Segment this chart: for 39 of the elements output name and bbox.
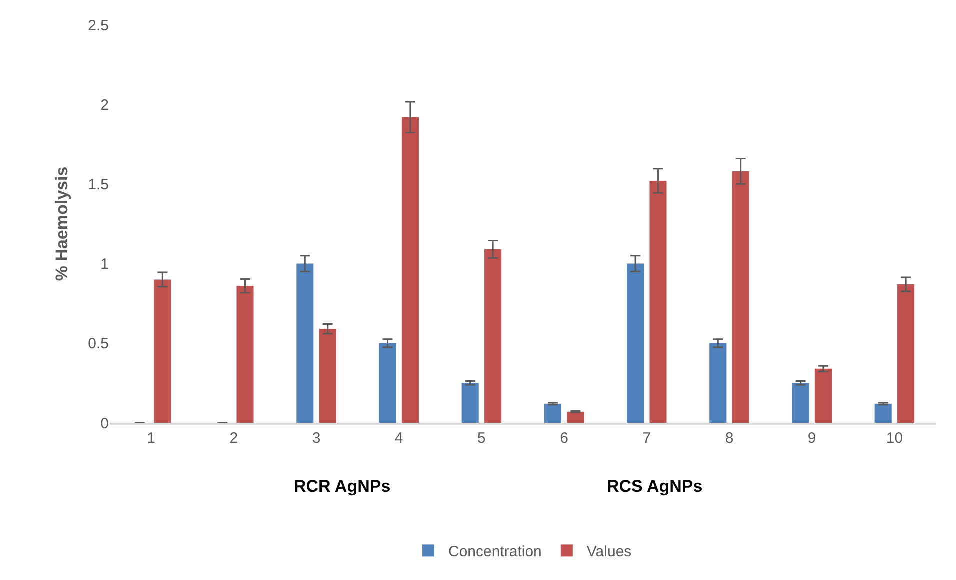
bar [874, 404, 892, 423]
bar [792, 383, 810, 423]
legend-label: Values [586, 544, 632, 561]
x-tick-label: 8 [725, 430, 734, 447]
bar [732, 171, 750, 423]
bar [627, 264, 644, 423]
bar [650, 181, 667, 423]
y-tick-label: 2.5 [88, 17, 109, 34]
x-tick-label: 1 [147, 430, 156, 447]
bar [544, 404, 562, 423]
text: RCS AgNPs [607, 477, 703, 496]
x-tick-label: 10 [886, 430, 904, 447]
x-tick-label: 5 [478, 430, 486, 447]
bar [898, 284, 915, 423]
x-tick-label: 9 [808, 430, 816, 447]
bar [402, 117, 419, 423]
y-tick-label: 1.5 [88, 176, 109, 194]
x-tick-label: 4 [394, 430, 404, 447]
bar [814, 368, 832, 423]
y-tick-label: 0.5 [88, 336, 109, 353]
x-tick-label: 2 [230, 430, 238, 447]
y-axis-title: % Haemolysis [52, 166, 72, 282]
x-tick-label: 6 [560, 430, 568, 447]
bar [379, 343, 396, 423]
bar [567, 412, 584, 423]
bar [236, 286, 254, 423]
y-tick-label: 0 [100, 415, 109, 432]
bar [462, 383, 479, 423]
bar [710, 343, 727, 423]
y-tick-label: 2 [100, 96, 109, 114]
bar [296, 264, 314, 423]
text: RCR AgNPs [294, 477, 391, 496]
bar [484, 249, 502, 423]
y-tick-label: 1 [100, 256, 109, 274]
x-tick-label: 3 [312, 430, 321, 447]
bar [154, 280, 172, 423]
legend-label: Concentration [448, 544, 542, 561]
x-tick-label: 7 [642, 430, 652, 447]
bar [319, 329, 336, 423]
